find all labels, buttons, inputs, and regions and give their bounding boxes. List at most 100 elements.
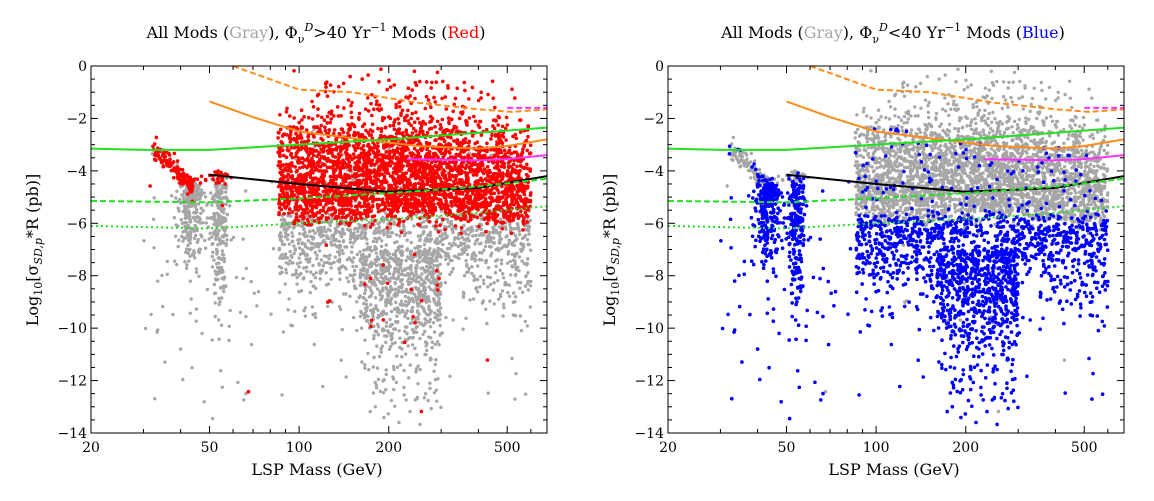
point-all-mods bbox=[341, 251, 345, 256]
point-all-mods bbox=[481, 299, 485, 303]
point-all-mods bbox=[377, 226, 381, 230]
point-all-mods bbox=[488, 299, 492, 303]
point-all-mods bbox=[415, 263, 419, 268]
point-all-mods bbox=[378, 231, 382, 235]
point-all-mods bbox=[382, 328, 387, 332]
point-all-mods bbox=[406, 344, 410, 348]
point-all-mods bbox=[509, 273, 513, 277]
point-all-mods bbox=[466, 244, 470, 248]
point-all-mods bbox=[391, 377, 396, 381]
point-all-mods bbox=[409, 268, 413, 272]
point-all-mods bbox=[352, 315, 356, 320]
point-all-mods bbox=[386, 293, 390, 298]
point-all-mods bbox=[497, 225, 501, 229]
point-all-mods bbox=[423, 329, 427, 334]
point-all-mods bbox=[467, 267, 471, 271]
point-all-mods bbox=[391, 364, 396, 369]
point-all-mods bbox=[404, 258, 408, 263]
point-all-mods bbox=[432, 300, 437, 304]
point-all-mods bbox=[462, 237, 466, 242]
point-all-mods bbox=[400, 278, 404, 282]
point-all-mods bbox=[408, 257, 413, 261]
point-all-mods bbox=[375, 287, 380, 291]
point-all-mods bbox=[485, 275, 490, 279]
point-all-mods bbox=[341, 240, 345, 244]
point-all-mods bbox=[402, 385, 406, 390]
point-all-mods bbox=[352, 268, 357, 273]
point-all-mods bbox=[439, 405, 443, 410]
point-all-mods bbox=[425, 348, 429, 353]
point-all-mods bbox=[523, 319, 527, 324]
point-all-mods bbox=[351, 241, 356, 245]
point-all-mods bbox=[409, 240, 413, 245]
point-all-mods bbox=[404, 287, 409, 292]
point-all-mods bbox=[479, 233, 483, 237]
point-all-mods bbox=[365, 241, 369, 246]
point-all-mods bbox=[367, 367, 371, 372]
point-all-mods bbox=[519, 241, 523, 246]
point-all-mods bbox=[451, 230, 455, 235]
point-all-mods bbox=[414, 326, 418, 330]
point-all-mods bbox=[354, 226, 358, 231]
point-all-mods bbox=[430, 346, 434, 350]
point-all-mods bbox=[294, 268, 298, 272]
point-all-mods bbox=[350, 250, 354, 254]
point-all-mods bbox=[374, 268, 378, 273]
point-all-mods bbox=[412, 331, 416, 335]
point-all-mods bbox=[288, 249, 292, 254]
point-all-mods bbox=[309, 280, 313, 284]
point-all-mods bbox=[418, 237, 422, 242]
point-all-mods bbox=[447, 255, 451, 260]
point-all-mods bbox=[297, 256, 301, 260]
point-all-mods bbox=[415, 309, 420, 313]
point-all-mods bbox=[398, 336, 402, 340]
point-all-mods bbox=[374, 383, 378, 387]
point-all-mods bbox=[336, 259, 340, 263]
point-all-mods bbox=[363, 231, 368, 235]
point-all-mods bbox=[384, 243, 388, 247]
point-all-mods bbox=[527, 232, 531, 236]
point-all-mods bbox=[482, 282, 486, 286]
point-all-mods bbox=[401, 223, 406, 227]
point-all-mods bbox=[395, 314, 399, 318]
point-all-mods bbox=[386, 412, 390, 416]
point-all-mods bbox=[333, 231, 338, 235]
point-all-mods bbox=[426, 233, 430, 237]
point-all-mods bbox=[465, 264, 469, 268]
point-all-mods bbox=[337, 230, 341, 234]
point-all-mods bbox=[506, 249, 511, 254]
point-all-mods bbox=[392, 327, 396, 331]
point-all-mods bbox=[505, 234, 509, 238]
point-all-mods bbox=[379, 350, 383, 354]
point-all-mods bbox=[385, 312, 389, 316]
point-all-mods bbox=[300, 251, 304, 256]
point-all-mods bbox=[345, 245, 349, 249]
point-all-mods bbox=[337, 239, 341, 243]
point-all-mods bbox=[450, 270, 454, 274]
point-all-mods bbox=[517, 255, 522, 259]
point-all-mods bbox=[280, 242, 285, 247]
point-all-mods bbox=[422, 396, 426, 400]
point-all-mods bbox=[486, 285, 490, 289]
point-all-mods bbox=[456, 244, 460, 249]
point-all-mods bbox=[358, 314, 363, 319]
point-all-mods bbox=[305, 269, 309, 274]
point-all-mods bbox=[457, 256, 461, 261]
point-all-mods bbox=[287, 221, 291, 225]
point-all-mods bbox=[395, 321, 399, 325]
point-all-mods bbox=[379, 244, 384, 249]
point-all-mods bbox=[513, 234, 518, 238]
point-all-mods bbox=[341, 264, 345, 268]
left-chart-title: All Mods (Gray), ΦνD>40 Yr−1 Mods (Red) bbox=[146, 21, 486, 46]
point-all-mods bbox=[363, 306, 368, 310]
point-all-mods bbox=[384, 388, 388, 392]
point-all-mods bbox=[373, 258, 377, 262]
point-all-mods bbox=[370, 282, 375, 286]
point-all-mods bbox=[470, 252, 475, 257]
point-all-mods bbox=[519, 280, 523, 285]
point-all-mods bbox=[322, 254, 327, 258]
point-all-mods bbox=[524, 274, 528, 279]
point-all-mods bbox=[488, 237, 492, 242]
point-all-mods bbox=[421, 220, 426, 224]
point-all-mods bbox=[512, 239, 517, 243]
